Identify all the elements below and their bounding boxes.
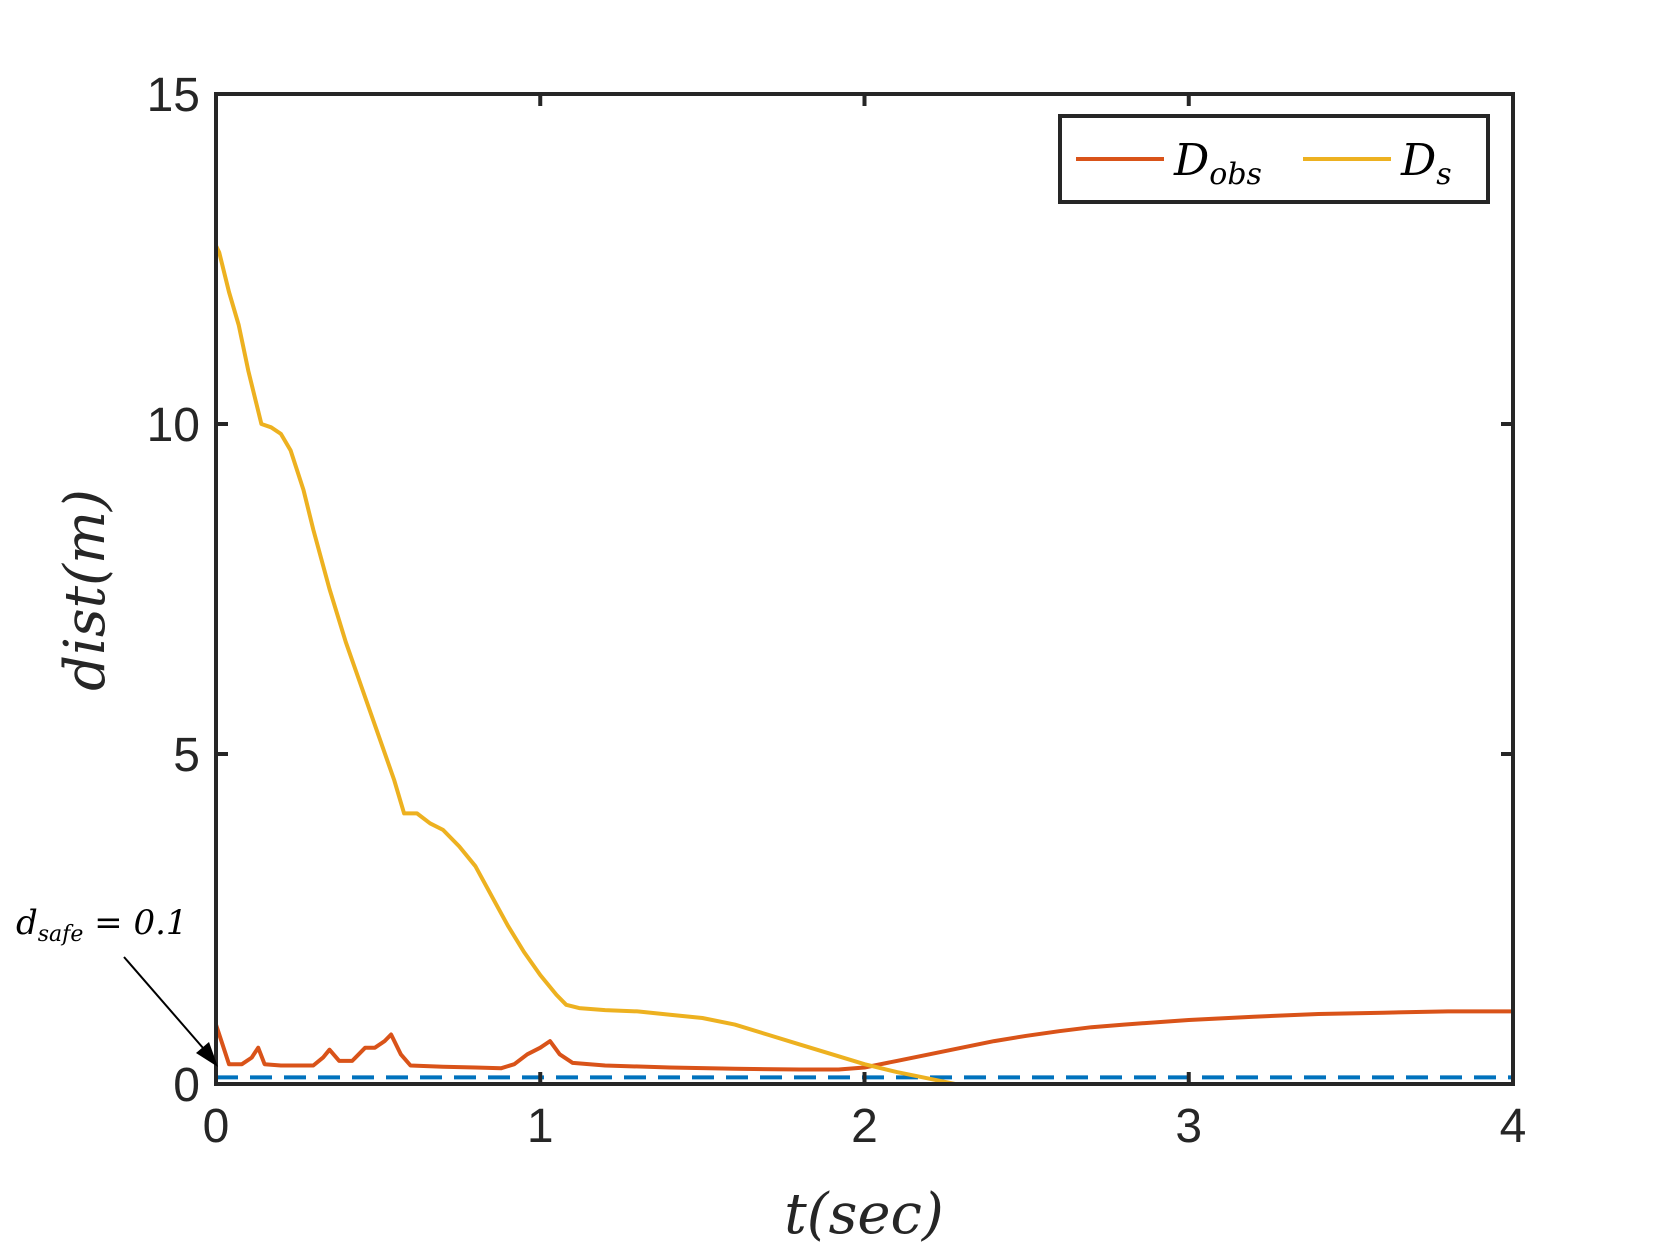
legend-label-ds: Ds <box>1400 135 1452 192</box>
y-tick-label: 0 <box>173 1059 200 1112</box>
series-line-d-s <box>216 244 967 1084</box>
y-axis-title: dist(m) <box>53 489 118 691</box>
axes-box <box>214 92 1515 1086</box>
legend: Dobs Ds <box>1058 114 1490 204</box>
series-line-d-obs <box>216 1009 1513 1072</box>
x-tick-label: 4 <box>1500 1100 1527 1153</box>
y-tick-label: 5 <box>173 729 200 782</box>
dsafe-arrow-head <box>196 1042 218 1067</box>
x-tick-label: 0 <box>203 1100 230 1153</box>
legend-label-dobs: Dobs <box>1173 135 1262 192</box>
x-tick-label: 3 <box>1175 1100 1202 1153</box>
y-tick-label: 10 <box>147 399 200 452</box>
dsafe-label: dsafe = 0.1 <box>16 903 188 947</box>
x-axis-title: t(sec) <box>784 1182 943 1246</box>
x-tick-label: 1 <box>527 1100 554 1153</box>
ticks-layer: 0 1 2 3 4 0 5 10 15 <box>147 69 1527 1153</box>
dsafe-annotation: dsafe = 0.1 <box>16 903 218 1067</box>
y-tick-label: 15 <box>147 69 200 122</box>
dsafe-arrow-line <box>123 956 211 1057</box>
plot-area <box>216 94 1513 1084</box>
x-tick-label: 2 <box>851 1100 878 1153</box>
